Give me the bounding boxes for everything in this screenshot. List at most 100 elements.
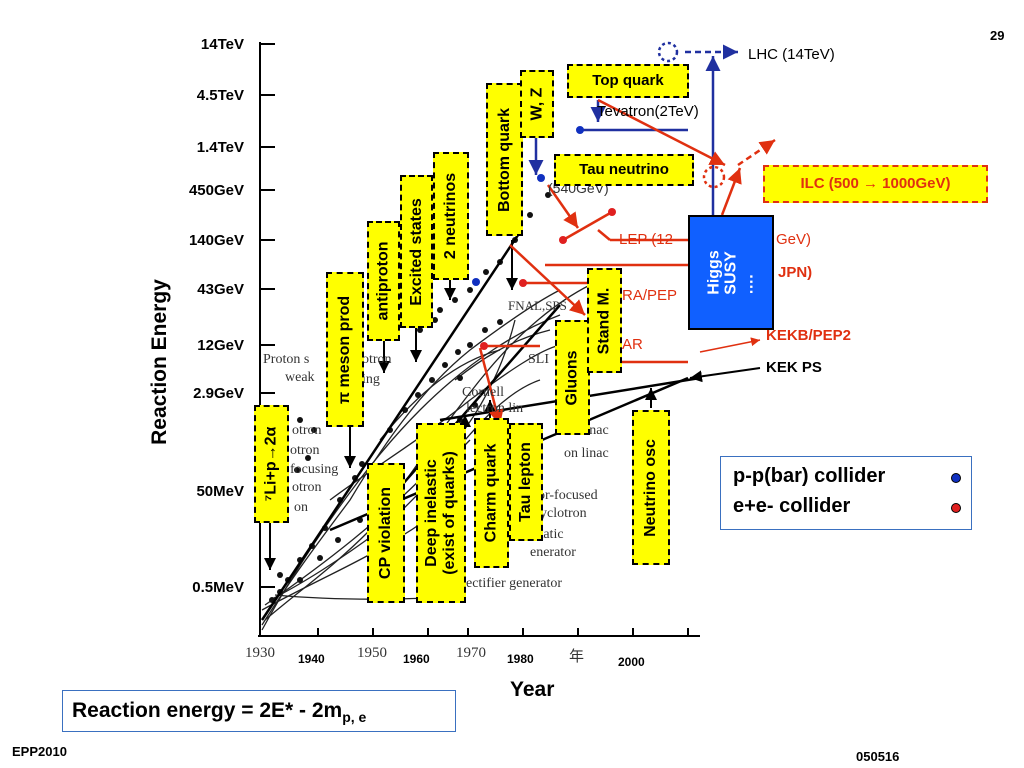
- box-2-neutrinos-label: 2 neutrinos: [442, 172, 460, 260]
- y-axis: [259, 42, 275, 635]
- label-ar: AR: [622, 336, 643, 353]
- box-deep-inelastic-label: Deep inelastic (exist of quarks): [423, 451, 459, 575]
- bg-focusing: ing: [362, 372, 380, 387]
- box-cp-violation-label: CP violation: [377, 486, 395, 580]
- box-wz-label: W, Z: [528, 87, 546, 121]
- x-tick-1960: 1960: [403, 652, 430, 666]
- box-tau-lepton: Tau lepton: [509, 423, 543, 541]
- tevatron-dot: [576, 126, 584, 134]
- label-tristan: JPN): [778, 264, 813, 281]
- y-tick-2-9gev: 2.9GeV: [193, 385, 244, 402]
- x-tick-nen: 年: [569, 649, 585, 665]
- x-axis: [258, 628, 700, 637]
- box-excited-states: Excited states: [400, 175, 433, 328]
- deep-inelastic-line2: (exist of quarks): [441, 451, 458, 575]
- bg-otron2: otron: [290, 443, 320, 458]
- bg-proton-sync: Proton s: [263, 352, 310, 367]
- legend-ee-label: e+e- collider: [733, 495, 851, 517]
- formula-text: Reaction energy = 2E* - 2mp, e: [72, 699, 366, 725]
- bg-generator: enerator: [530, 545, 576, 560]
- higgs-label: Higgs: [705, 250, 723, 295]
- box-pi-meson: π meson prod: [326, 272, 364, 427]
- box-pi-meson-label: π meson prod: [336, 295, 354, 404]
- legend-pp-label: p-p(bar) collider: [733, 465, 886, 487]
- slide-number: 29: [990, 28, 1005, 43]
- label-kekb: KEKB/PEP2: [766, 327, 852, 344]
- label-hera: RA/PEP: [622, 287, 678, 304]
- box-bottom-quark-label: Bottom quark: [495, 107, 513, 212]
- sps-dot: [537, 174, 545, 182]
- legend: p-p(bar) collider e+e- collider: [720, 456, 972, 530]
- bg-cornell: Cornell: [462, 385, 504, 400]
- formula-box: Reaction energy = 2E* - 2mp, e: [62, 690, 456, 732]
- bg-fnal: FNAL,SPS: [508, 298, 567, 313]
- y-tick-0-5mev: 0.5MeV: [192, 579, 244, 596]
- bg-on: on: [294, 500, 308, 515]
- box-stand-m-label: Stand M.: [595, 287, 613, 354]
- box-cp-violation: CP violation: [367, 463, 405, 603]
- label-lep-tail: GeV): [776, 231, 812, 248]
- bg-focus: focusing: [290, 462, 339, 477]
- box-tau-neutrino: Tau neutrino: [554, 154, 694, 186]
- bg-weak: weak: [285, 370, 315, 385]
- formula-sub: p, e: [342, 709, 367, 726]
- isr-dot: [472, 278, 480, 286]
- y-tick-450gev: 450GeV: [188, 182, 244, 199]
- box-gluons-label: Gluons: [563, 349, 581, 406]
- box-neutrino-osc: Neutrino osc: [632, 410, 670, 565]
- label-lhc: LHC (14TeV): [748, 46, 835, 63]
- y-tick-14tev: 14TeV: [200, 36, 244, 53]
- bg-sector: or-focused: [538, 488, 598, 503]
- deep-inelastic-line1: Deep inelastic: [423, 459, 440, 567]
- box-tau-lepton-label: Tau lepton: [517, 442, 535, 522]
- petra-dot: [519, 279, 527, 287]
- x-tick-2000: 2000: [618, 655, 645, 669]
- box-wz: W, Z: [520, 70, 554, 138]
- label-tevatron: Tevatron(2TeV): [597, 103, 699, 120]
- y-tick-43gev: 43GeV: [197, 281, 244, 298]
- lep2-dot: [608, 208, 616, 216]
- bg-otron1: otron: [292, 423, 322, 438]
- box-2-neutrinos: 2 neutrinos: [433, 152, 469, 280]
- box-gluons: Gluons: [555, 320, 590, 435]
- box-ilc: ILC (500 → 1000GeV): [763, 165, 988, 203]
- x-tick-1930: 1930: [245, 645, 275, 661]
- x-tick-1940: 1940: [298, 652, 325, 666]
- box-charm-quark: Charm quark: [474, 418, 509, 568]
- y-tick-4-5tev: 4.5TeV: [196, 87, 244, 104]
- box-higgs-susy: Higgs SUSY ….: [688, 215, 774, 330]
- y-axis-title: Reaction Energy: [148, 279, 171, 445]
- x-tick-1970: 1970: [456, 645, 486, 661]
- bg-cornell2: lectron lin: [466, 401, 524, 416]
- footer-right: 050516: [856, 749, 900, 764]
- bg-proton-sync2: otron: [362, 352, 392, 367]
- box-deep-inelastic: Deep inelastic (exist of quarks): [416, 423, 466, 603]
- y-tick-140gev: 140GeV: [188, 232, 244, 249]
- x-tick-1950: 1950: [357, 645, 387, 661]
- dots-label: ….: [739, 274, 757, 295]
- x-axis-title: Year: [510, 678, 555, 701]
- formula-main: Reaction energy = 2E* - 2m: [72, 699, 343, 722]
- legend-ee-dot: [951, 503, 961, 513]
- lep-dot: [559, 236, 567, 244]
- box-antiproton-label: antiproton: [374, 241, 392, 321]
- box-stand-m: Stand M.: [587, 268, 622, 373]
- bg-linac2: on linac: [564, 446, 609, 461]
- box-top-quark: Top quark: [567, 64, 689, 98]
- y-tick-12gev: 12GeV: [197, 337, 244, 354]
- x-tick-1980: 1980: [507, 652, 534, 666]
- box-bottom-quark: Bottom quark: [486, 83, 523, 236]
- bg-rectifier: ectifier generator: [466, 576, 562, 591]
- label-lep: LEP (12: [619, 231, 673, 248]
- bg-otron3: otron: [292, 480, 322, 495]
- bg-cyclotron: yclotron: [540, 506, 587, 521]
- label-kek-ps: KEK PS: [766, 359, 822, 376]
- y-tick-50mev: 50MeV: [196, 483, 244, 500]
- spear-dot: [480, 342, 488, 350]
- susy-label: SUSY: [722, 251, 740, 295]
- bg-slac: SLI: [528, 352, 549, 367]
- legend-pp-dot: [951, 473, 961, 483]
- box-li-p-label: ⁷Li+p→2α: [262, 426, 280, 502]
- box-charm-quark-label: Charm quark: [482, 443, 500, 543]
- footer-left: EPP2010: [12, 744, 67, 759]
